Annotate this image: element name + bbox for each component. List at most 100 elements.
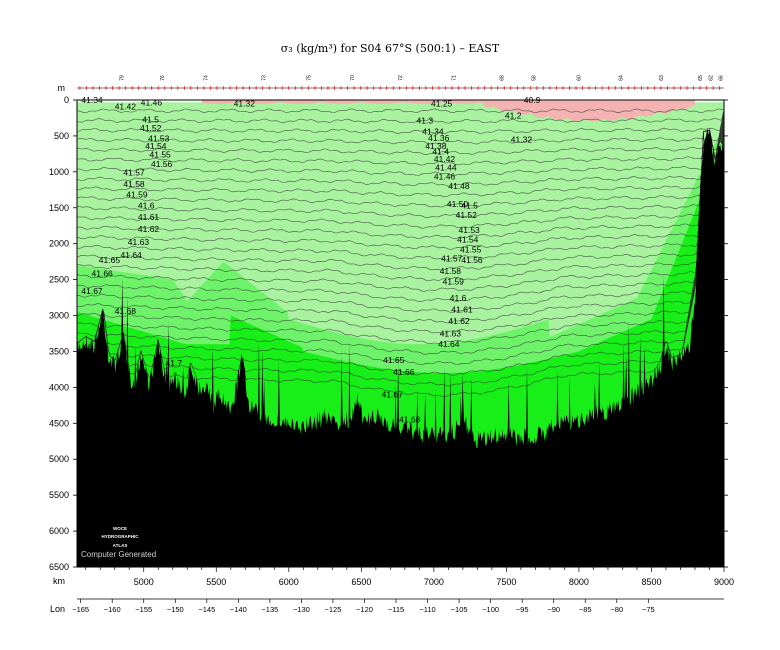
logo-line-atlas: ATLAS: [113, 543, 128, 548]
contour-label: 41.62: [448, 316, 470, 326]
contour-label: 41.56: [461, 255, 483, 265]
plot-frame: [76, 99, 725, 568]
contour-label: 41.57: [123, 167, 145, 177]
contour-label: 41.65: [99, 255, 121, 265]
contour-label: 41.6: [450, 293, 467, 303]
contour-label: 41.57: [441, 254, 463, 264]
contour-label: 41.54: [145, 141, 167, 151]
contour-label: 41.66: [92, 269, 114, 279]
isopycnal-line: [77, 129, 724, 302]
longitude-tick-label: −100: [482, 605, 499, 614]
depth-tick-label: 5000: [49, 454, 69, 464]
station-id-label: 62: [708, 75, 714, 81]
contour-label: 41.64: [121, 250, 143, 260]
contour-label: 41.46: [434, 172, 456, 182]
contour-label: 41.58: [123, 179, 145, 189]
depth-tick-label: 4500: [49, 418, 69, 428]
distance-tick-label: 8000: [569, 577, 589, 587]
contour-label: 41.61: [138, 212, 160, 222]
station-id-label: 66: [719, 75, 725, 81]
depth-tick-label: 2000: [49, 239, 69, 249]
station-id-label: 76: [160, 75, 166, 81]
station-id-label: 64: [618, 75, 624, 81]
contour-label: 41.6: [138, 201, 155, 211]
contour-label: 41.50: [447, 199, 469, 209]
distance-tick-label: 5500: [206, 577, 226, 587]
isopycnal-line: [76, 121, 724, 197]
longitude-tick-label: −105: [451, 605, 468, 614]
contour-label: 41.69: [83, 342, 105, 352]
isopycnal-line: [76, 129, 724, 282]
isopycnal-line: [76, 129, 724, 365]
station-id-label: 65: [698, 75, 704, 81]
contour-lines: [76, 108, 724, 397]
bathymetry-seafloor: [77, 128, 724, 567]
longitude-label: Lon: [50, 604, 65, 614]
depth-tick-label: 5500: [49, 490, 69, 500]
station-id-label: 60: [576, 75, 582, 81]
isopycnal-line: [76, 129, 724, 271]
depth-tick-label: 2500: [49, 275, 69, 285]
station-id-label: 79: [119, 75, 125, 81]
contour-label: 41.34: [422, 127, 444, 137]
isopycnal-line: [76, 111, 724, 124]
depth-axis: m 0 500 1000 1500 2000 2500 3000 3500 4000 4500 50…: [49, 83, 728, 572]
chart-title: σ₃ (kg/m³) for S04 67°S (500:1) – EAST: [281, 42, 500, 55]
isopycnal-line: [76, 128, 724, 250]
contour-label: 41.52: [456, 210, 478, 220]
contour-label: 41.55: [150, 150, 172, 160]
isopycnal-line: [76, 129, 724, 334]
isopycnal-line: [76, 115, 724, 155]
isopycnal-line: [76, 129, 724, 313]
isopycnal-line: [76, 129, 724, 292]
isopycnal-line: [76, 129, 724, 376]
contour-label: 41.7: [166, 358, 183, 368]
contour-label: 41.66: [393, 367, 415, 377]
longitude-tick-label: −140: [230, 605, 247, 614]
distance-tick-label: 7000: [424, 577, 444, 587]
distance-tick-label: 7500: [496, 577, 516, 587]
isopycnal-line: [76, 129, 724, 355]
station-id-label: 63: [659, 75, 665, 81]
contour-label: 41.62: [138, 224, 160, 234]
contour-label: 41.5: [142, 114, 159, 124]
isopycnal-line: [77, 108, 724, 113]
contour-label: 41.32: [234, 99, 256, 109]
distance-tick-label: 6500: [351, 577, 371, 587]
depth-tick-label: 6000: [49, 526, 69, 536]
isopycnal-line: [76, 129, 724, 324]
distance-tick-label: 9000: [714, 577, 734, 587]
isopycnal-line: [76, 118, 724, 176]
isopycnal-line: [76, 114, 724, 145]
contour-label: 41.25: [431, 99, 453, 109]
depth-tick-label: 1000: [49, 167, 69, 177]
longitude-tick-label: −115: [388, 605, 404, 614]
contour-label: 41.64: [438, 339, 460, 349]
isopycnal-line: [76, 112, 724, 134]
woce-atlas-logo: WOCE HYDROGRAPHIC ATLAS: [101, 526, 139, 548]
longitude-tick-label: −90: [547, 605, 560, 614]
isopycnal-line: [76, 120, 724, 187]
station-id-label: 70: [350, 75, 356, 81]
contour-label: 41.54: [457, 234, 479, 244]
contour-label: 41.52: [140, 123, 162, 133]
longitude-tick-label: −125: [324, 605, 341, 614]
longitude-tick-label: −155: [135, 605, 152, 614]
contour-label: 41.58: [440, 266, 462, 276]
contour-label: 41.68: [399, 415, 421, 425]
contour-label: 41.2: [505, 111, 522, 121]
contour-label: 41.44: [435, 162, 457, 172]
density-band-low-pink: [201, 100, 695, 122]
station-id-label: 68: [499, 75, 505, 81]
distance-tick-label: 8500: [641, 577, 661, 587]
contour-label: 41.53: [459, 225, 481, 235]
contour-label: 41.59: [126, 190, 148, 200]
station-markers: 79 76 74 73 75 70 72 71 68 58 60 64 63 65 62 66: [77, 75, 725, 90]
longitude-tick-label: −145: [198, 605, 215, 614]
depth-tick-label: 4000: [49, 382, 69, 392]
isopycnal-line: [76, 129, 724, 397]
contour-label: 41.63: [128, 237, 150, 247]
